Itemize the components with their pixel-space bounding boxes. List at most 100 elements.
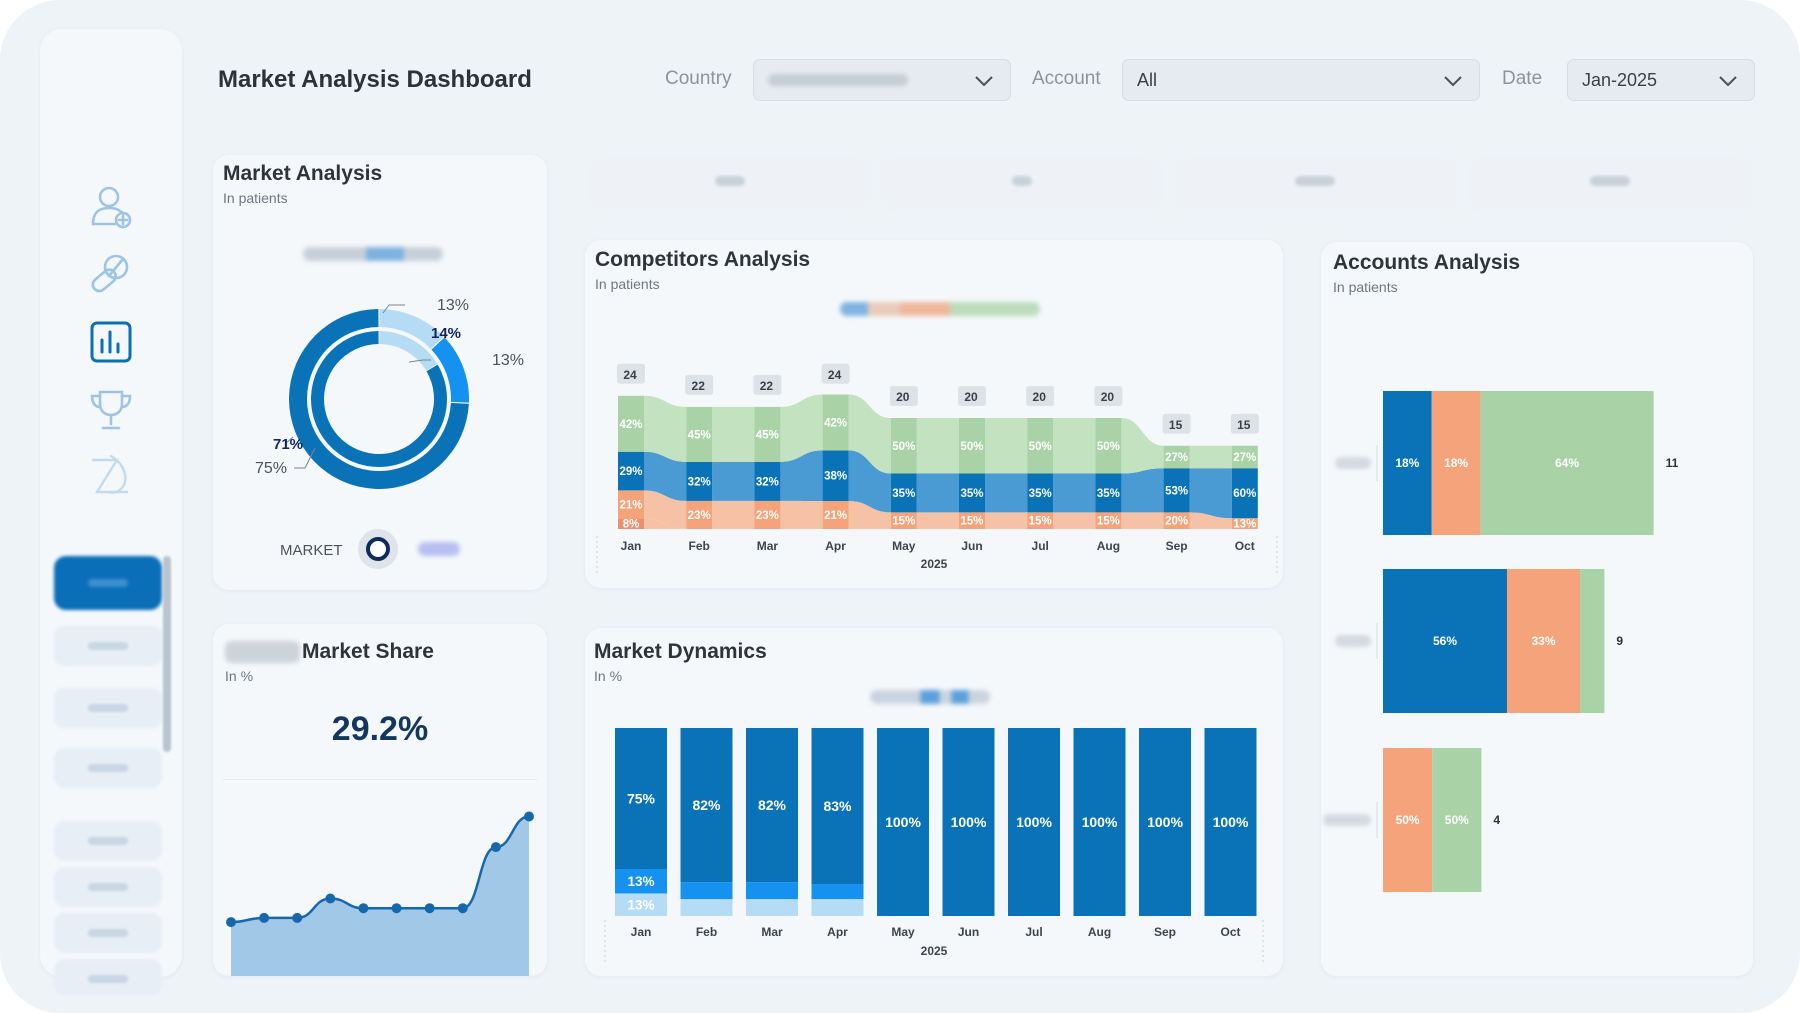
stack-segment — [890, 473, 917, 513]
competitors-card: Competitors Analysis In patients 8% 21% 29… — [585, 240, 1283, 588]
flow-ribbon — [985, 512, 1028, 529]
segment-label: 35% — [892, 488, 915, 500]
bar-label: 50% — [1396, 813, 1420, 827]
market-toggle[interactable] — [358, 529, 398, 569]
bar-segment — [1383, 391, 1432, 535]
bar-segment — [811, 884, 864, 900]
logo-icon[interactable] — [84, 449, 138, 503]
segment-label: 32% — [756, 476, 779, 488]
stack-segment — [1231, 518, 1258, 529]
flow-ribbon — [644, 395, 687, 462]
sidebar-menu-item[interactable] — [54, 626, 162, 666]
total-badge — [1094, 386, 1123, 406]
sidebar-scrollbar[interactable] — [163, 556, 171, 752]
flow-ribbon — [1189, 512, 1232, 529]
country-dropdown[interactable] — [753, 59, 1011, 101]
bar-label: 18% — [1395, 456, 1419, 470]
competitors-title: Competitors Analysis — [595, 248, 811, 271]
competitors-chart: 8% 21% 29% 42% 24 Jan 23% 32% 45% 22 Feb 23% 32% 45% 2… — [596, 363, 1278, 576]
category-label-blurred — [1335, 457, 1371, 469]
chevron-down-icon — [1444, 76, 1462, 87]
total-badge — [1162, 413, 1191, 434]
sidebar-menu-item[interactable] — [54, 867, 162, 907]
total-label: 22 — [692, 379, 706, 393]
total-badge — [685, 374, 714, 395]
x-tick-label: Oct — [1220, 925, 1240, 939]
data-point — [391, 903, 402, 914]
x-tick-label: Oct — [1235, 539, 1255, 553]
segment-label: 15% — [892, 516, 915, 528]
bar-segment — [1073, 728, 1126, 916]
total-label: 24 — [623, 368, 637, 382]
legend-blurred — [870, 690, 990, 704]
segment-label: 60% — [1233, 488, 1256, 500]
category-label-blurred — [1335, 635, 1371, 647]
data-point — [524, 811, 534, 822]
total-badge — [958, 386, 986, 406]
stack-segment — [754, 406, 781, 462]
trophy-icon[interactable] — [84, 383, 138, 437]
sidebar-menu-item[interactable] — [54, 959, 162, 995]
bar-label: 100% — [1213, 814, 1249, 830]
stack-segment — [890, 418, 917, 474]
account-dropdown[interactable]: All — [1122, 59, 1480, 101]
segment-label: 35% — [1029, 488, 1052, 500]
kpi-tile — [882, 156, 1162, 208]
stack-segment — [890, 512, 917, 529]
x-tick-label: Jun — [961, 539, 982, 553]
leader-line — [294, 447, 316, 469]
segment-label: 23% — [756, 510, 779, 522]
sidebar — [40, 29, 182, 995]
flow-ribbon — [644, 490, 687, 529]
segment-label: 35% — [1097, 488, 1120, 500]
flow-ribbon — [848, 450, 891, 513]
sidebar-menu-item[interactable] — [54, 913, 162, 953]
segment-label: 15% — [1029, 516, 1052, 528]
stack-segment — [686, 406, 713, 462]
stack-segment — [959, 512, 985, 529]
segment-label: 38% — [824, 471, 847, 483]
x-tick-label: Jan — [631, 925, 652, 939]
total-label: 20 — [1101, 390, 1115, 404]
segment-label: 21% — [619, 499, 642, 511]
data-point — [259, 912, 270, 923]
sidebar-menu-item[interactable] — [54, 748, 162, 788]
patient-icon[interactable] — [84, 179, 138, 233]
total-label: 9 — [1616, 634, 1623, 648]
bar-chart-icon[interactable] — [84, 315, 138, 369]
stack-segment — [1163, 445, 1190, 469]
total-label: 15 — [1169, 418, 1183, 432]
legend-blurred — [303, 247, 443, 261]
total-badge — [753, 374, 782, 395]
flow-ribbon — [985, 473, 1028, 513]
stack-segment — [822, 450, 849, 502]
bar-segment — [615, 869, 667, 894]
leader-line — [408, 359, 431, 363]
flow-ribbon — [916, 512, 959, 529]
bar-segment — [1204, 728, 1257, 916]
segment-label: 42% — [824, 417, 847, 429]
x-tick-label: Mar — [761, 925, 783, 939]
stack-segment — [1027, 473, 1054, 513]
stack-segment — [822, 394, 849, 451]
segment-label: 15% — [1097, 516, 1120, 528]
bar-label: 100% — [1147, 814, 1183, 830]
total-badge — [889, 386, 918, 406]
segment-label: 15% — [960, 516, 983, 528]
flow-ribbon — [712, 500, 755, 529]
bar-segment — [680, 899, 733, 916]
total-badge — [617, 363, 645, 384]
sidebar-menu-item[interactable] — [54, 556, 162, 610]
sidebar-menu-item[interactable] — [54, 821, 162, 861]
dynamics-chart: 13% 13% 75% Jan 82% Feb 82% Mar 83% Apr 100% May 100… — [604, 728, 1264, 962]
segment-label: 42% — [619, 419, 642, 431]
segment-label: 27% — [1233, 452, 1256, 464]
flow-ribbon — [780, 450, 823, 502]
date-dropdown[interactable]: Jan-2025 — [1567, 59, 1755, 101]
x-tick-label: Aug — [1088, 925, 1111, 939]
x-tick-label: Apr — [827, 925, 848, 939]
total-label: 24 — [828, 368, 842, 382]
sidebar-menu-item[interactable] — [54, 688, 162, 728]
pills-icon[interactable] — [84, 247, 138, 301]
